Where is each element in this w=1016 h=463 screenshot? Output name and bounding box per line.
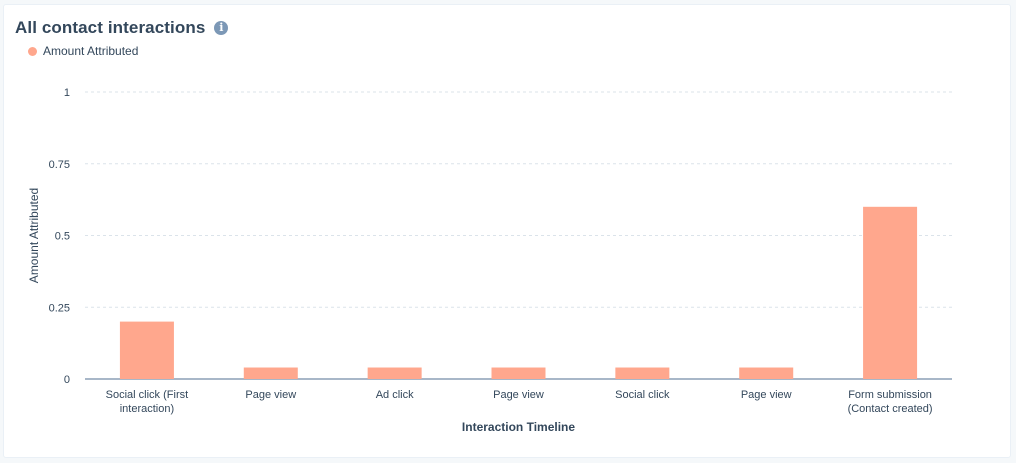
- bar[interactable]: [739, 367, 794, 379]
- x-tick-label: Page view: [245, 389, 296, 401]
- y-tick-label: 0.25: [49, 302, 70, 314]
- card-header: All contact interactions i: [15, 18, 229, 38]
- bar[interactable]: [119, 321, 174, 379]
- bar[interactable]: [491, 367, 546, 379]
- x-axis-title: Interaction Timeline: [462, 420, 575, 434]
- legend-label: Amount Attributed: [43, 44, 139, 58]
- legend-swatch: [28, 46, 37, 56]
- x-tick-label: Page view: [493, 389, 544, 401]
- info-icon[interactable]: i: [214, 21, 229, 35]
- x-tick-label: Social click: [615, 389, 670, 401]
- x-tick-label: Social click (First interaction): [106, 389, 189, 415]
- bar[interactable]: [863, 206, 918, 379]
- chart-legend[interactable]: Amount Attributed: [28, 44, 138, 58]
- chart-card: All contact interactions i: [3, 4, 1011, 458]
- y-tick-label: 0: [64, 374, 70, 386]
- card-title: All contact interactions: [15, 18, 206, 37]
- y-tick-label: 0.75: [49, 159, 70, 171]
- y-tick-label: 0.5: [55, 231, 70, 243]
- x-tick-label: Ad click: [376, 389, 414, 401]
- x-tick-label: Page view: [741, 389, 792, 401]
- y-tick-label: 1: [64, 87, 70, 99]
- bar[interactable]: [615, 367, 670, 379]
- bar[interactable]: [243, 367, 298, 379]
- x-tick-label: Form submission (Contact created): [848, 389, 933, 415]
- y-axis-title: Amount Attributed: [27, 188, 41, 283]
- bar[interactable]: [367, 367, 422, 379]
